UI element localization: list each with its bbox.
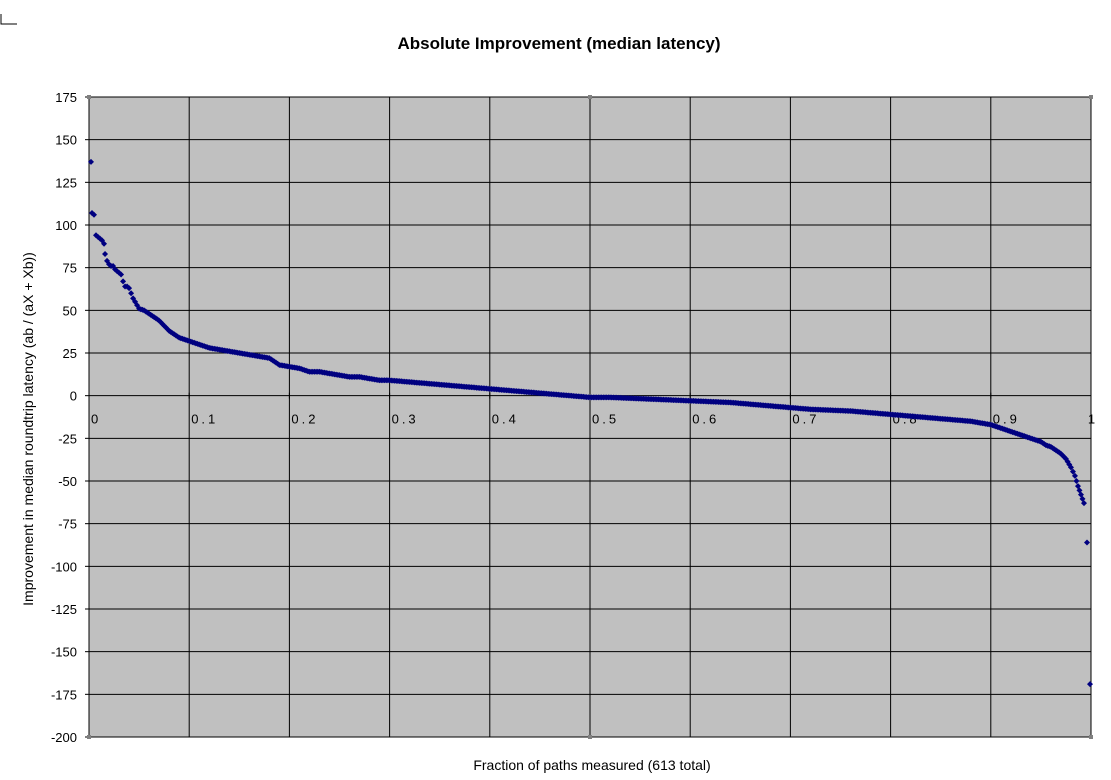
x-tick-label: 0.9 [993, 412, 1020, 427]
y-tick-label: -125 [51, 602, 77, 617]
x-tick-label: 0.4 [492, 412, 519, 427]
data-point [91, 211, 98, 218]
axis-anchor [87, 735, 91, 739]
x-tick-label: 0.3 [392, 412, 419, 427]
x-tick-label: 0.7 [792, 412, 819, 427]
y-tick-label: 100 [55, 218, 77, 233]
axis-anchor [1089, 95, 1093, 99]
data-point [1086, 681, 1093, 688]
data-point [128, 290, 135, 297]
axis-anchor [588, 735, 592, 739]
y-tick-label: -75 [58, 517, 77, 532]
y-tick-label: -25 [58, 431, 77, 446]
axis-anchor [588, 95, 592, 99]
y-tick-labels: 175 150 125 100 75 50 25 0 -25 -50 -75 -100 -125 -150… [51, 90, 77, 745]
data-point [1071, 472, 1078, 479]
y-tick-label: -50 [58, 474, 77, 489]
x-tick-label: 0.2 [291, 412, 318, 427]
axis-anchor [1089, 735, 1093, 739]
data-point [1073, 478, 1080, 484]
y-tick-label: 25 [63, 346, 77, 361]
data-point [101, 240, 108, 247]
data-point [118, 271, 125, 278]
y-tick-label: -150 [51, 645, 77, 660]
y-tick-label: -200 [51, 730, 77, 745]
x-tick-label: 0.5 [592, 412, 619, 427]
y-tick-label: 0 [70, 389, 77, 404]
data-point [124, 283, 131, 290]
axis-anchor [87, 95, 91, 99]
y-tick-label: 50 [63, 303, 77, 318]
data-points [88, 158, 1093, 688]
y-tick-label: 175 [55, 90, 77, 105]
data-point [1069, 468, 1076, 475]
corner-mark [0, 14, 17, 25]
data-point [120, 278, 127, 285]
data-point [1083, 539, 1090, 546]
y-tick-label: -100 [51, 559, 77, 574]
y-axis-label: Improvement in median roundtrip latency … [20, 252, 36, 606]
data-point [102, 251, 109, 258]
data-point [1080, 500, 1087, 507]
x-tick-label: 0.1 [191, 412, 218, 427]
y-tick-label: 125 [55, 175, 77, 190]
y-tick-label: -175 [51, 687, 77, 702]
y-tick-label: 75 [63, 261, 77, 276]
chart-title: Absolute Improvement (median latency) [397, 34, 720, 53]
x-tick-label: 1 [1088, 412, 1098, 427]
x-tick-label: 0.6 [692, 412, 719, 427]
data-point [1067, 464, 1074, 471]
x-axis-label: Fraction of paths measured (613 total) [473, 757, 710, 773]
y-tick-label: 150 [55, 133, 77, 148]
data-point [88, 158, 95, 165]
data-point [126, 285, 133, 292]
x-tick-label: 0 [91, 412, 101, 427]
